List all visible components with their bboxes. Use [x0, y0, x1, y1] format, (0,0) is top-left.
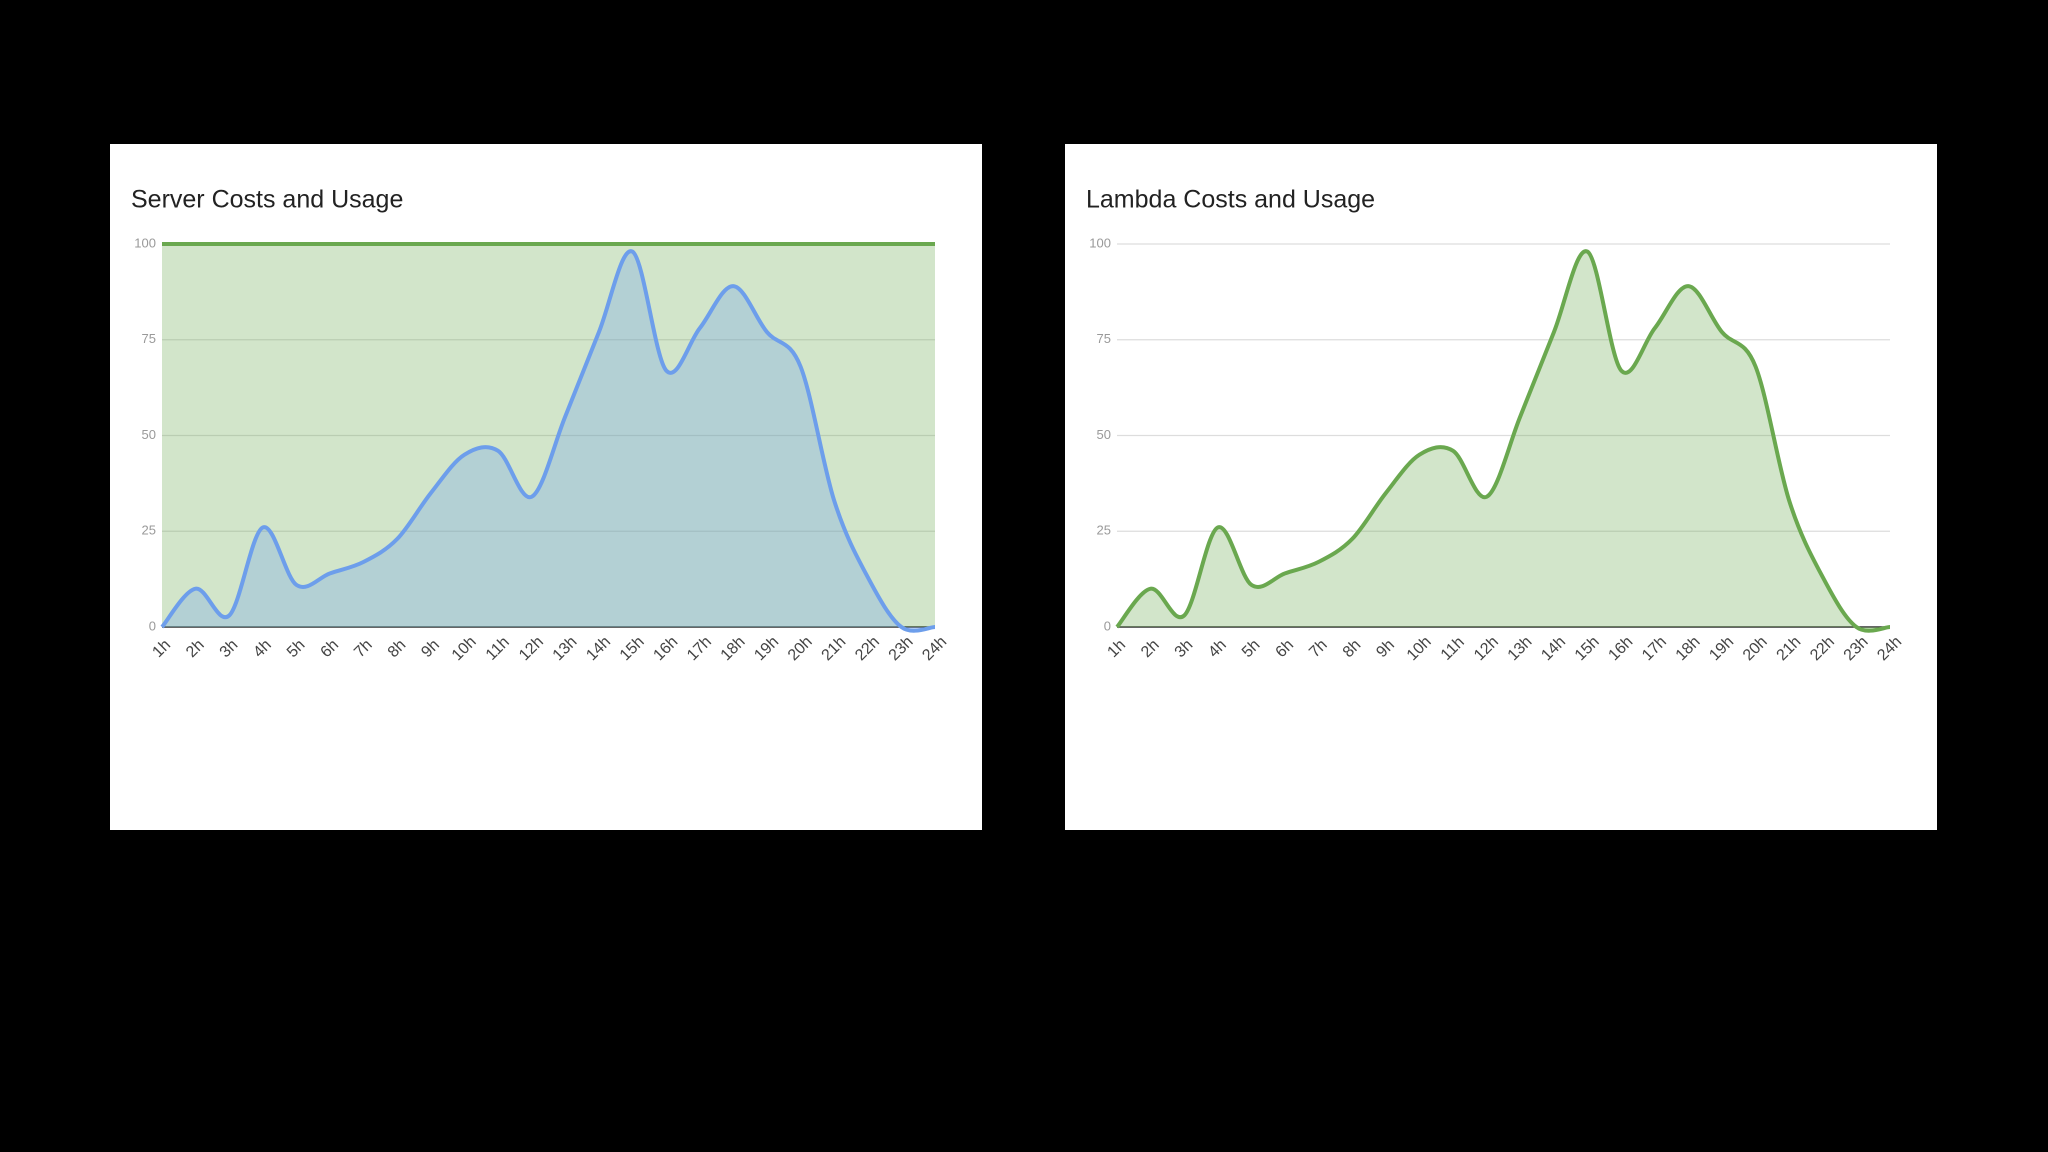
y-tick-label: 0 [149, 618, 156, 633]
y-tick-label: 100 [134, 235, 156, 250]
area-fill [162, 251, 935, 631]
series-line [1115, 249, 1891, 633]
chart-title: Lambda Costs and Usage [1086, 186, 1375, 214]
chart-title: Server Costs and Usage [131, 186, 403, 214]
y-tick-label: 25 [142, 523, 156, 538]
y-tick-label: 25 [1097, 523, 1111, 538]
y-tick-label: 50 [142, 427, 156, 442]
panel-background [110, 144, 982, 830]
series-line [160, 249, 936, 633]
y-tick-label: 50 [1097, 427, 1111, 442]
panel-background [1065, 144, 1937, 830]
y-tick-label: 100 [1089, 235, 1111, 250]
area-fill [1117, 251, 1890, 631]
y-tick-label: 75 [142, 331, 156, 346]
area-fill [162, 244, 935, 627]
y-tick-label: 75 [1097, 331, 1111, 346]
y-tick-label: 0 [1104, 618, 1111, 633]
